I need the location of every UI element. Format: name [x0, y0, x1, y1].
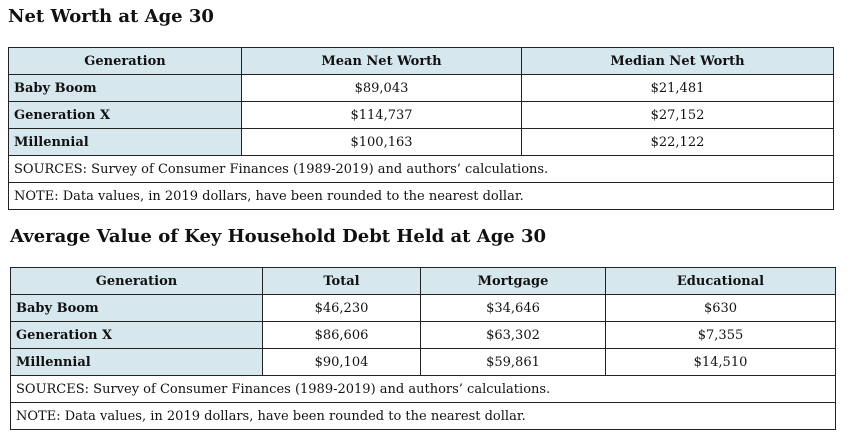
table-cell: $114,737: [241, 101, 522, 129]
net-worth-title: Net Worth at Age 30: [8, 6, 214, 27]
column-header-educational: Educational: [605, 267, 836, 295]
row-label: Generation X: [8, 101, 242, 129]
note-row: NOTE: Data values, in 2019 dollars, have…: [8, 182, 834, 210]
row-label: Millennial: [10, 348, 263, 376]
table-row: Baby Boom $46,230 $34,646 $630: [10, 294, 836, 322]
table-cell: $630: [605, 294, 836, 322]
table-cell: $89,043: [241, 74, 522, 102]
table-cell: $7,355: [605, 321, 836, 349]
table-cell: $27,152: [521, 101, 834, 129]
table-cell: $46,230: [262, 294, 421, 322]
sources-row: SOURCES: Survey of Consumer Finances (19…: [10, 375, 836, 403]
table-row: Millennial $90,104 $59,861 $14,510: [10, 348, 836, 376]
table-row: Generation X $114,737 $27,152: [8, 101, 834, 129]
table-cell: $21,481: [521, 74, 834, 102]
row-label: Generation X: [10, 321, 263, 349]
table-cell: $63,302: [420, 321, 606, 349]
sources-row: SOURCES: Survey of Consumer Finances (19…: [8, 155, 834, 183]
column-header-generation: Generation: [10, 267, 263, 295]
sources-note: SOURCES: Survey of Consumer Finances (19…: [10, 375, 836, 403]
table-cell: $14,510: [605, 348, 836, 376]
table-cell: $22,122: [521, 128, 834, 156]
table-header-row: Generation Total Mortgage Educational: [10, 267, 836, 295]
column-header-median-net-worth: Median Net Worth: [521, 47, 834, 75]
row-label: Baby Boom: [10, 294, 263, 322]
table-row: Millennial $100,163 $22,122: [8, 128, 834, 156]
sources-note: SOURCES: Survey of Consumer Finances (19…: [8, 155, 834, 183]
table-cell: $59,861: [420, 348, 606, 376]
table-header-row: Generation Mean Net Worth Median Net Wor…: [8, 47, 834, 75]
table-cell: $100,163: [241, 128, 522, 156]
column-header-mean-net-worth: Mean Net Worth: [241, 47, 522, 75]
column-header-total: Total: [262, 267, 421, 295]
net-worth-table: Generation Mean Net Worth Median Net Wor…: [8, 47, 834, 210]
dollar-note: NOTE: Data values, in 2019 dollars, have…: [10, 402, 836, 430]
column-header-generation: Generation: [8, 47, 242, 75]
row-label: Millennial: [8, 128, 242, 156]
table-cell: $90,104: [262, 348, 421, 376]
row-label: Baby Boom: [8, 74, 242, 102]
table-cell: $34,646: [420, 294, 606, 322]
column-header-mortgage: Mortgage: [420, 267, 606, 295]
table-cell: $86,606: [262, 321, 421, 349]
dollar-note: NOTE: Data values, in 2019 dollars, have…: [8, 182, 834, 210]
household-debt-table: Generation Total Mortgage Educational Ba…: [10, 267, 836, 430]
table-row: Baby Boom $89,043 $21,481: [8, 74, 834, 102]
note-row: NOTE: Data values, in 2019 dollars, have…: [10, 402, 836, 430]
household-debt-title: Average Value of Key Household Debt Held…: [10, 226, 547, 247]
table-row: Generation X $86,606 $63,302 $7,355: [10, 321, 836, 349]
